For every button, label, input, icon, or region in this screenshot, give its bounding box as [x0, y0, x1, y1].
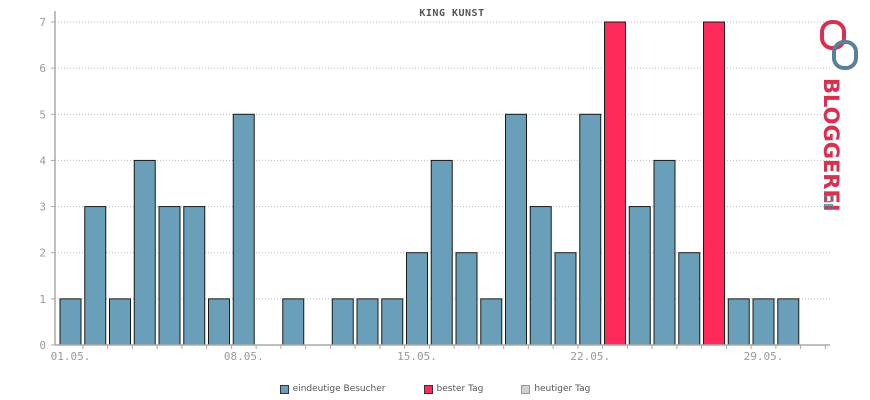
legend-label-today: heutiger Tag — [534, 384, 591, 394]
legend-label-best-day: bester Tag — [436, 384, 484, 394]
x-tick-labels: 01.05. 08.05. 15.05. 22.05. 29.05. — [51, 345, 826, 363]
bar — [678, 252, 701, 346]
legend-item-visitors: eindeutige Besucher — [279, 384, 386, 394]
bar — [158, 206, 181, 346]
bar — [208, 298, 230, 346]
y-tick-label: 1 — [39, 293, 46, 306]
y-tick-labels: 0 1 2 3 4 5 6 7 — [39, 16, 55, 352]
bar — [59, 298, 82, 346]
bar — [406, 252, 428, 346]
y-tick-label: 5 — [39, 108, 46, 121]
bloggerei-logo-icon: BLOGGEREI .DE — [819, 20, 858, 212]
y-tick-label: 2 — [39, 247, 46, 260]
bar — [232, 113, 255, 346]
bar — [282, 298, 305, 346]
logo-bubble-blue — [832, 40, 858, 70]
x-tick-label: 29.05. — [744, 350, 784, 363]
y-tick-label: 3 — [39, 201, 46, 214]
bar — [455, 252, 478, 346]
bar — [381, 298, 404, 346]
bar — [183, 206, 206, 346]
chart-title: KING KUNST — [419, 8, 484, 19]
legend-swatch-best-day — [423, 384, 433, 394]
legend-swatch-visitors — [279, 384, 289, 394]
bar-best-day — [604, 21, 626, 346]
bar — [430, 159, 453, 346]
legend-label-visitors: eindeutige Besucher — [292, 384, 386, 394]
bar — [109, 298, 131, 346]
bar — [752, 298, 775, 346]
bloggerei-logo: BLOGGEREI .DE — [812, 18, 868, 218]
legend: eindeutige Besucher bester Tag heutiger … — [0, 384, 870, 394]
legend-item-today: heutiger Tag — [521, 384, 590, 394]
bar — [628, 206, 651, 346]
logo-suffix: .DE — [821, 190, 835, 211]
bar — [554, 252, 577, 346]
bar — [653, 159, 676, 346]
y-tick-label: 0 — [39, 339, 46, 352]
bar — [133, 159, 156, 346]
bar — [777, 298, 800, 346]
x-tick-label: 15.05. — [397, 350, 437, 363]
logo-wordmark: BLOGGEREI — [819, 78, 843, 212]
axes — [54, 11, 830, 346]
y-tick-label: 7 — [39, 16, 46, 29]
bar — [505, 113, 527, 346]
legend-item-best-day: bester Tag — [423, 384, 484, 394]
bars — [59, 21, 800, 346]
bar — [84, 206, 107, 346]
x-tick-label: 01.05. — [51, 350, 91, 363]
bar — [480, 298, 503, 346]
x-tick-label: 22.05. — [570, 350, 610, 363]
bar — [727, 298, 750, 346]
x-tick-label: 08.05. — [224, 350, 264, 363]
bar — [579, 113, 602, 346]
y-tick-label: 4 — [39, 154, 46, 167]
bar — [356, 298, 379, 346]
legend-swatch-today — [521, 384, 531, 394]
bar-best-day — [703, 21, 725, 346]
bar — [529, 206, 552, 346]
bar — [331, 298, 354, 346]
y-tick-label: 6 — [39, 62, 46, 75]
